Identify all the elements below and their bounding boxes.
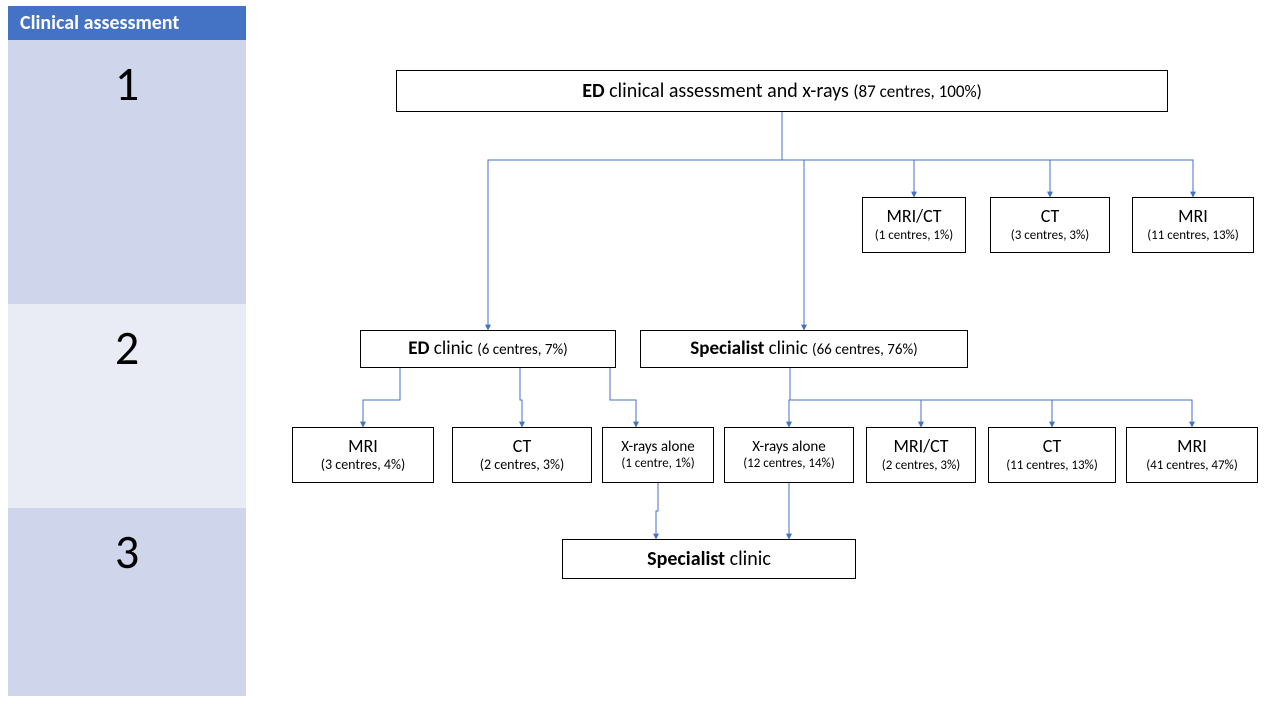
- node-ed-assessment: ED clinical assessment and x-rays (87 ce…: [396, 70, 1168, 112]
- node-ed-clinic: ED clinic (6 centres, 7%): [360, 330, 616, 368]
- sidebar-header: Clinical assessment: [8, 6, 246, 40]
- node-ed-ct: CT(2 centres, 3%): [452, 427, 592, 483]
- node-sp-ct: CT(11 centres, 13%): [988, 427, 1116, 483]
- node-specialist-clinic-2: Specialist clinic: [562, 539, 856, 579]
- node-mri-ct-top: MRI/CT(1 centres, 1%): [862, 197, 966, 253]
- node-sp-mri: MRI(41 centres, 47%): [1126, 427, 1258, 483]
- node-mri-top: MRI(11 centres, 13%): [1132, 197, 1254, 253]
- node-sp-xray: X-rays alone(12 centres, 14%): [724, 427, 854, 483]
- sidebar-row-2: 2: [8, 304, 246, 508]
- node-ed-mri: MRI(3 centres, 4%): [292, 427, 434, 483]
- sidebar-row-1: 1: [8, 40, 246, 304]
- node-ct-top: CT(3 centres, 3%): [990, 197, 1110, 253]
- node-specialist-clinic: Specialist clinic (66 centres, 76%): [640, 330, 968, 368]
- node-ed-xray: X-rays alone(1 centre, 1%): [602, 427, 714, 483]
- sidebar-row-3: 3: [8, 508, 246, 696]
- node-sp-mri-ct: MRI/CT(2 centres, 3%): [866, 427, 976, 483]
